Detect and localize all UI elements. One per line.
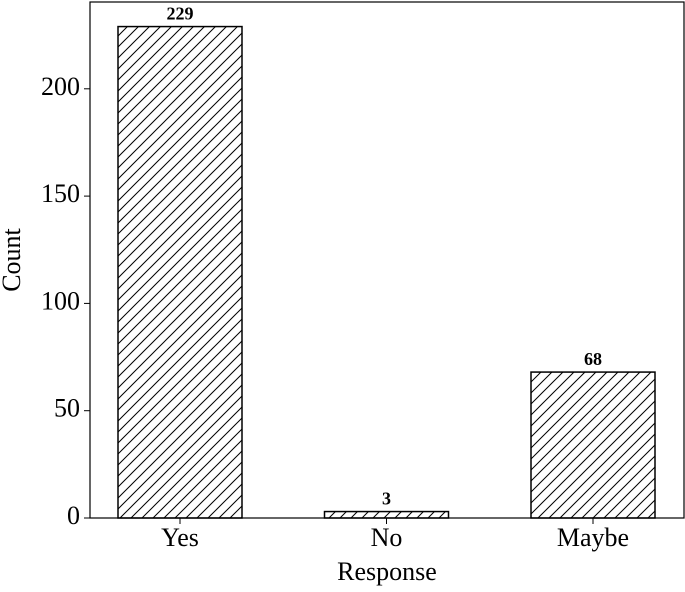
plot-frame [89,1,685,519]
x-tick-label: No [371,523,403,552]
y-tick-label: 50 [54,394,80,423]
x-tick-label: Yes [161,523,199,552]
x-tick-label: Maybe [557,523,629,552]
bar [117,25,243,519]
y-tick-label: 100 [41,286,80,315]
value-label: 68 [584,349,602,369]
y-tick-label: 200 [41,72,80,101]
y-axis-label: Count [0,227,26,291]
y-tick-label: 0 [67,501,80,530]
x-axis-label: Response [337,557,437,586]
value-label: 3 [382,489,391,509]
bar [530,371,656,519]
value-label: 229 [167,4,194,24]
bar [323,510,450,519]
y-tick-label: 150 [41,179,80,208]
